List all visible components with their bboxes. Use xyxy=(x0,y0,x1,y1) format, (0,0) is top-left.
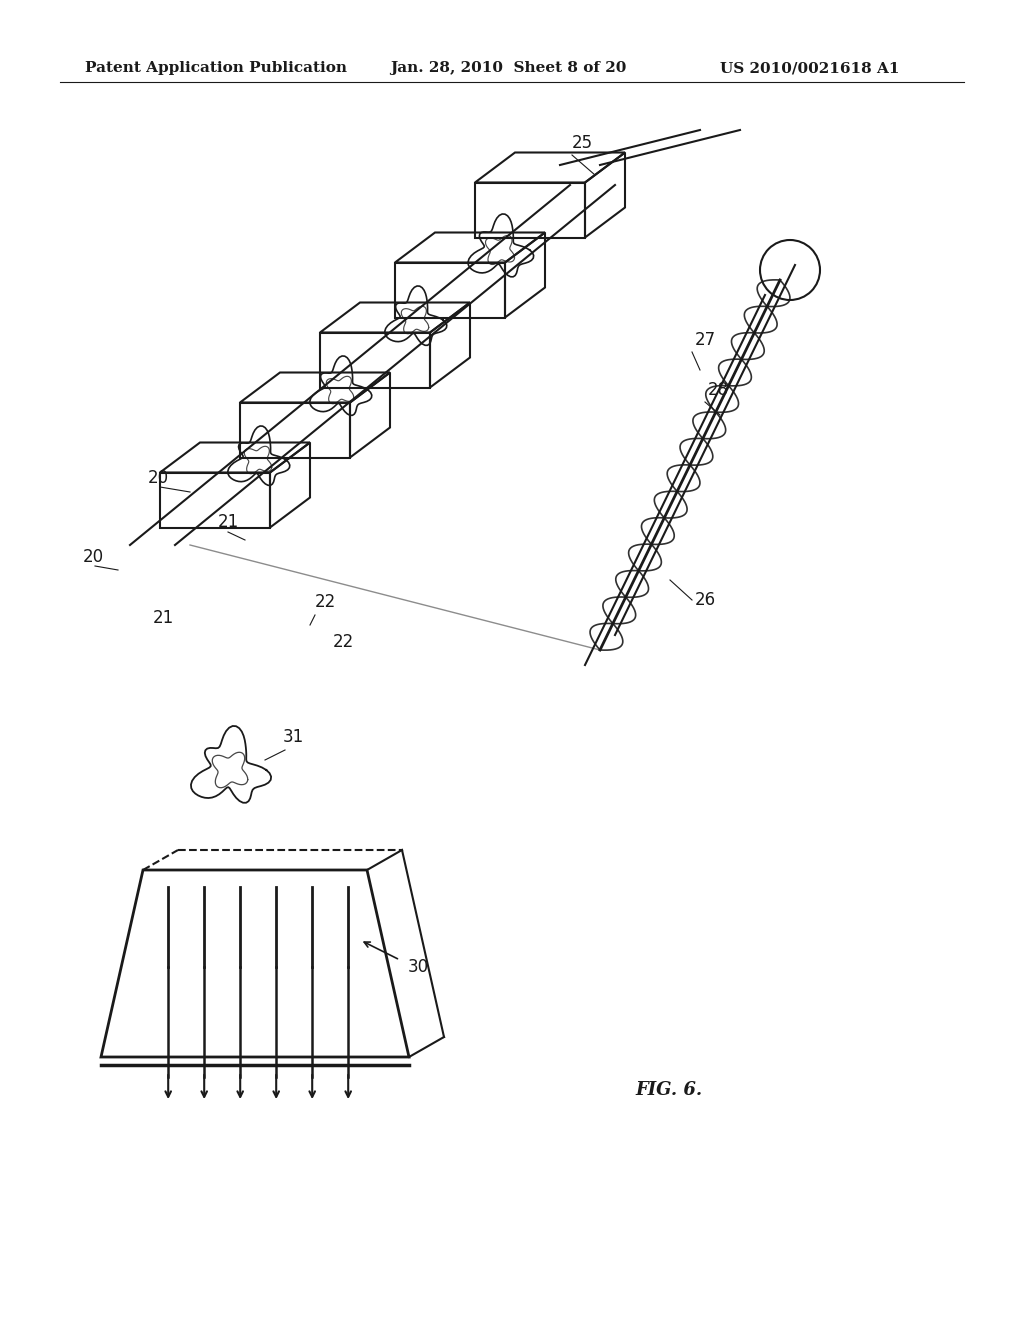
Text: US 2010/0021618 A1: US 2010/0021618 A1 xyxy=(720,61,899,75)
Text: Patent Application Publication: Patent Application Publication xyxy=(85,61,347,75)
Text: 25: 25 xyxy=(572,135,593,152)
Text: FIG. 6.: FIG. 6. xyxy=(635,1081,702,1100)
Text: 20: 20 xyxy=(83,548,104,566)
Text: 26: 26 xyxy=(695,591,716,609)
Text: 20: 20 xyxy=(148,469,169,487)
Text: 31: 31 xyxy=(283,729,304,746)
Text: 22: 22 xyxy=(333,634,354,651)
Text: 30: 30 xyxy=(408,958,429,975)
Text: 27: 27 xyxy=(695,331,716,348)
Text: Jan. 28, 2010  Sheet 8 of 20: Jan. 28, 2010 Sheet 8 of 20 xyxy=(390,61,627,75)
Text: 28: 28 xyxy=(708,381,729,399)
Text: 22: 22 xyxy=(315,593,336,611)
Text: 21: 21 xyxy=(218,513,240,531)
Text: 21: 21 xyxy=(153,609,174,627)
